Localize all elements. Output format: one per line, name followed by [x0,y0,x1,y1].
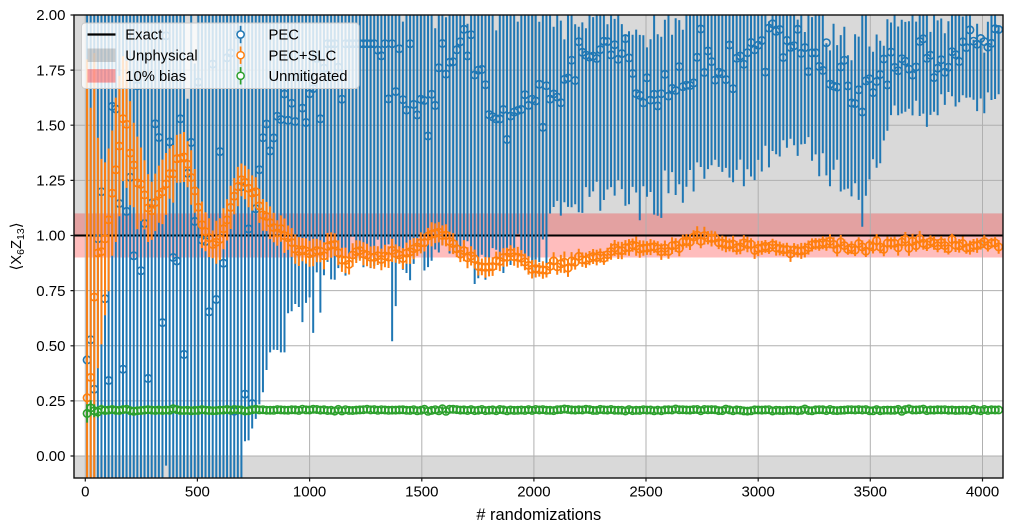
svg-text:# randomizations: # randomizations [476,506,601,524]
svg-text:3000: 3000 [742,484,775,501]
svg-text:0.75: 0.75 [36,283,65,300]
svg-text:1500: 1500 [405,484,438,501]
svg-text:1000: 1000 [293,484,326,501]
svg-text:Exact: Exact [125,28,162,44]
svg-text:PEC: PEC [269,28,300,44]
svg-text:0.00: 0.00 [36,448,65,465]
svg-text:2000: 2000 [517,484,550,501]
svg-text:0: 0 [81,484,89,501]
svg-text:1.50: 1.50 [36,117,65,134]
svg-text:2.00: 2.00 [36,7,65,24]
svg-text:0.50: 0.50 [36,338,65,355]
svg-text:500: 500 [185,484,210,501]
svg-text:2500: 2500 [629,484,662,501]
svg-text:1.75: 1.75 [36,62,65,79]
svg-text:Unphysical: Unphysical [125,48,197,64]
svg-text:3500: 3500 [854,484,887,501]
svg-text:1.25: 1.25 [36,173,65,190]
svg-text:0.25: 0.25 [36,393,65,410]
svg-text:Unmitigated: Unmitigated [269,69,348,85]
svg-text:4000: 4000 [966,484,999,501]
svg-text:PEC+SLC: PEC+SLC [269,48,337,64]
svg-text:1.00: 1.00 [36,228,65,245]
svg-text:10% bias: 10% bias [125,69,186,85]
